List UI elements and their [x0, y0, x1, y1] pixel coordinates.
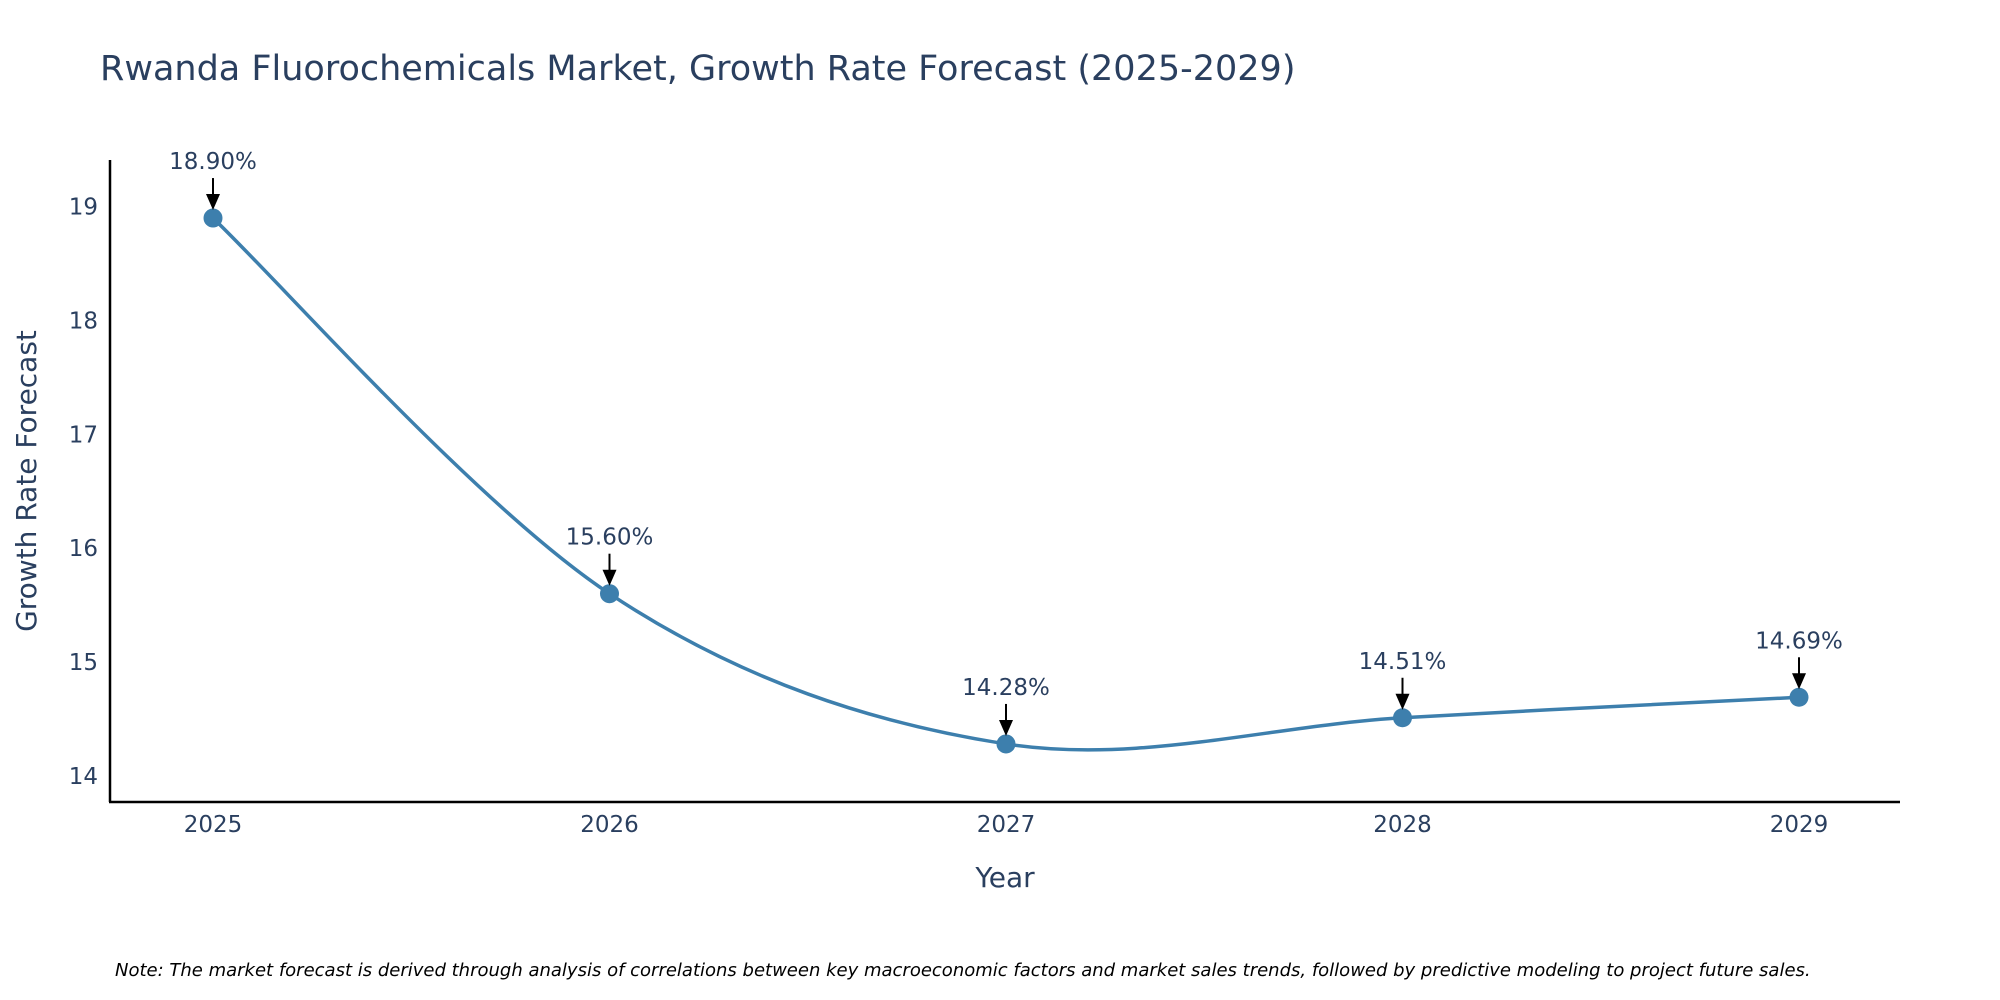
annotation-arrowhead	[1792, 673, 1806, 690]
annotation-arrowhead	[1395, 693, 1410, 710]
y-tick-label: 16	[69, 536, 98, 562]
y-axis-title: Growth Rate Forecast	[10, 330, 43, 632]
data-annotations: 18.90% 15.60% 14.28% 14.51% 14.69%	[169, 149, 1843, 736]
annotation-arrowhead	[602, 569, 617, 586]
x-tick-label: 2028	[1373, 812, 1432, 838]
chart-title: Rwanda Fluorochemicals Market, Growth Ra…	[100, 49, 1295, 89]
annotation-arrowhead	[999, 719, 1013, 736]
y-tick-label: 15	[69, 650, 98, 676]
y-tick-label: 19	[69, 195, 98, 221]
data-point	[600, 584, 619, 604]
data-point	[996, 734, 1016, 754]
data-point	[1789, 687, 1809, 707]
annotation-arrowhead	[206, 194, 220, 211]
series-line	[211, 216, 1800, 752]
data-point	[203, 208, 223, 228]
data-label: 14.69%	[1755, 628, 1843, 654]
x-tick-label: 2029	[1770, 812, 1829, 838]
y-axis-ticks: 14 15 16 17 18 19	[69, 195, 98, 790]
data-label: 15.60%	[566, 525, 654, 551]
x-tick-label: 2025	[184, 812, 243, 838]
y-tick-label: 18	[69, 309, 98, 335]
y-tick-label: 17	[69, 422, 98, 448]
x-axis-ticks: 2025 2026 2027 2028 2029	[184, 812, 1829, 838]
x-axis-title: Year	[974, 861, 1035, 894]
footnote: Note: The market forecast is derived thr…	[115, 960, 1811, 981]
data-markers	[203, 208, 1809, 754]
data-point	[1393, 708, 1412, 728]
x-tick-label: 2026	[580, 812, 639, 838]
data-label: 14.51%	[1359, 649, 1447, 675]
data-label: 18.90%	[169, 149, 257, 175]
data-label: 14.28%	[962, 675, 1050, 701]
y-tick-label: 14	[69, 764, 98, 790]
x-tick-label: 2027	[977, 812, 1036, 838]
